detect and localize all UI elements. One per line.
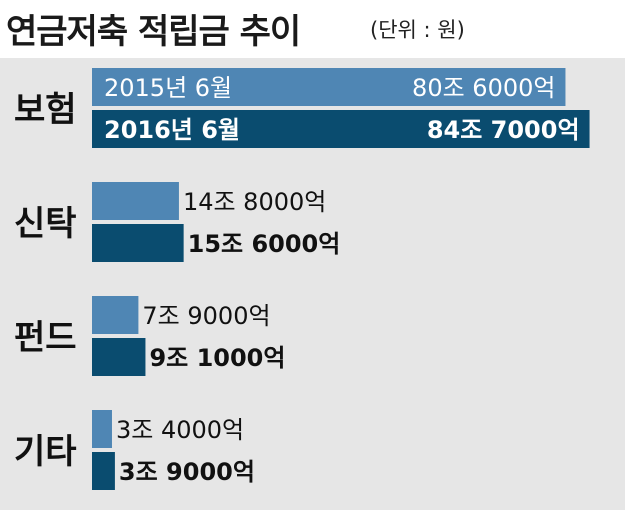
chart-title: 연금저축 적립금 추이 bbox=[6, 12, 301, 52]
bar-3-1 bbox=[92, 452, 115, 490]
data-label: 3조 4000억 bbox=[116, 416, 244, 444]
bar-2-1 bbox=[92, 338, 146, 376]
bar-0-0 bbox=[92, 68, 566, 106]
chart-header: 연금저축 적립금 추이 (단위 : 원) bbox=[0, 0, 625, 58]
category-label: 펀드 bbox=[14, 318, 77, 358]
data-label: 14조 8000억 bbox=[183, 188, 326, 216]
bar-0-1 bbox=[92, 110, 590, 148]
bar-1-0 bbox=[92, 182, 179, 220]
series-label-inline: 2015년 6월 bbox=[104, 74, 232, 102]
category-label: 보험 bbox=[14, 90, 77, 130]
data-label: 3조 9000억 bbox=[119, 458, 255, 486]
data-label: 15조 6000억 bbox=[188, 230, 341, 258]
series-label-inline: 2016년 6월 bbox=[104, 116, 240, 144]
data-label: 7조 9000억 bbox=[142, 302, 270, 330]
category-label: 신탁 bbox=[14, 204, 77, 244]
bar-3-0 bbox=[92, 410, 112, 448]
data-label: 84조 7000억 bbox=[427, 116, 580, 144]
bar-2-0 bbox=[92, 296, 139, 334]
data-label: 80조 6000억 bbox=[412, 74, 555, 102]
category-label: 기타 bbox=[14, 432, 77, 472]
bar-1-1 bbox=[92, 224, 184, 262]
unit-note: (단위 : 원) bbox=[370, 18, 465, 42]
data-label: 9조 1000억 bbox=[149, 344, 285, 372]
